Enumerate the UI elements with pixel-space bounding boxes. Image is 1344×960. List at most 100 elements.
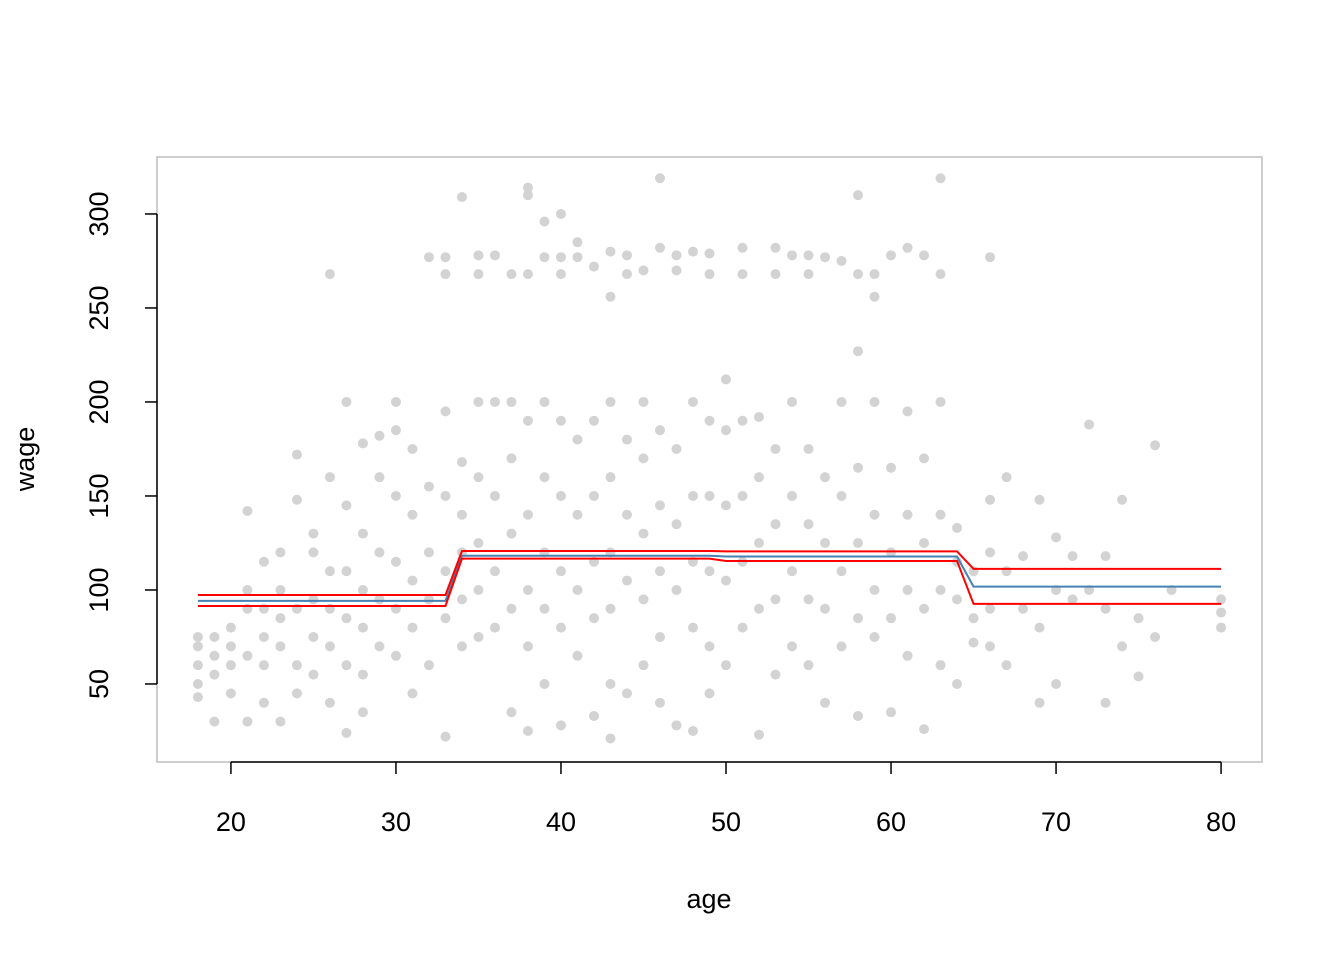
point	[754, 537, 765, 548]
point	[390, 396, 401, 407]
point	[654, 566, 665, 577]
fit-line	[197, 557, 1222, 607]
point	[357, 438, 368, 449]
point	[621, 688, 632, 699]
point	[820, 472, 831, 483]
point	[1034, 494, 1045, 505]
point	[192, 678, 203, 689]
point	[242, 584, 253, 595]
point	[225, 622, 236, 633]
point	[968, 637, 979, 648]
point	[902, 242, 913, 253]
x-tick-label: 50	[711, 807, 741, 837]
point	[1001, 566, 1012, 577]
point	[1100, 697, 1111, 708]
point	[324, 472, 335, 483]
point	[258, 631, 269, 642]
point	[539, 396, 550, 407]
x-tick-label: 20	[216, 807, 246, 837]
point	[357, 584, 368, 595]
point	[754, 472, 765, 483]
point	[1018, 551, 1029, 562]
y-tick-label: 150	[84, 473, 114, 518]
point	[1216, 607, 1227, 618]
point	[423, 481, 434, 492]
point	[522, 190, 533, 201]
point	[721, 660, 732, 671]
point	[374, 641, 385, 652]
point	[754, 603, 765, 614]
point	[770, 519, 781, 530]
point	[687, 725, 698, 736]
y-tick-label: 250	[84, 285, 114, 330]
point	[1001, 472, 1012, 483]
point	[952, 522, 963, 533]
point	[671, 584, 682, 595]
point	[1067, 594, 1078, 605]
point	[407, 443, 418, 454]
point	[605, 733, 616, 744]
point	[985, 641, 996, 652]
point	[291, 449, 302, 460]
point	[1051, 678, 1062, 689]
point	[605, 246, 616, 257]
point	[506, 528, 517, 539]
point	[572, 237, 583, 248]
point	[308, 528, 319, 539]
point	[192, 660, 203, 671]
plot-box	[156, 156, 1263, 763]
fit-line	[197, 554, 1222, 602]
point	[357, 707, 368, 718]
point	[506, 396, 517, 407]
point	[1051, 532, 1062, 543]
point	[638, 265, 649, 276]
point	[308, 631, 319, 642]
point	[192, 641, 203, 652]
point	[1034, 622, 1045, 633]
point	[1018, 603, 1029, 614]
y-tick-label: 300	[84, 191, 114, 236]
point	[440, 269, 451, 280]
point	[341, 660, 352, 671]
point	[258, 556, 269, 567]
point	[704, 248, 715, 259]
point	[324, 269, 335, 280]
point	[654, 173, 665, 184]
point	[407, 509, 418, 520]
point	[390, 425, 401, 436]
point	[820, 697, 831, 708]
point	[770, 443, 781, 454]
point	[192, 692, 203, 703]
point	[209, 631, 220, 642]
point	[522, 641, 533, 652]
point	[473, 396, 484, 407]
point	[539, 216, 550, 227]
point	[687, 246, 698, 257]
point	[902, 584, 913, 595]
y-tick-label: 50	[84, 669, 114, 699]
point	[770, 269, 781, 280]
point	[654, 242, 665, 253]
point	[621, 575, 632, 586]
point	[687, 622, 698, 633]
point	[407, 688, 418, 699]
point	[869, 269, 880, 280]
point	[324, 641, 335, 652]
point	[572, 650, 583, 661]
point	[522, 509, 533, 520]
point	[721, 575, 732, 586]
point	[1100, 551, 1111, 562]
x-tick-label: 70	[1041, 807, 1071, 837]
point	[1150, 440, 1161, 451]
point	[704, 415, 715, 426]
point	[919, 537, 930, 548]
point	[869, 291, 880, 302]
point	[572, 584, 583, 595]
point	[1133, 613, 1144, 624]
point	[638, 453, 649, 464]
point	[654, 425, 665, 436]
point	[919, 453, 930, 464]
point	[654, 500, 665, 511]
point	[935, 584, 946, 595]
point	[803, 660, 814, 671]
